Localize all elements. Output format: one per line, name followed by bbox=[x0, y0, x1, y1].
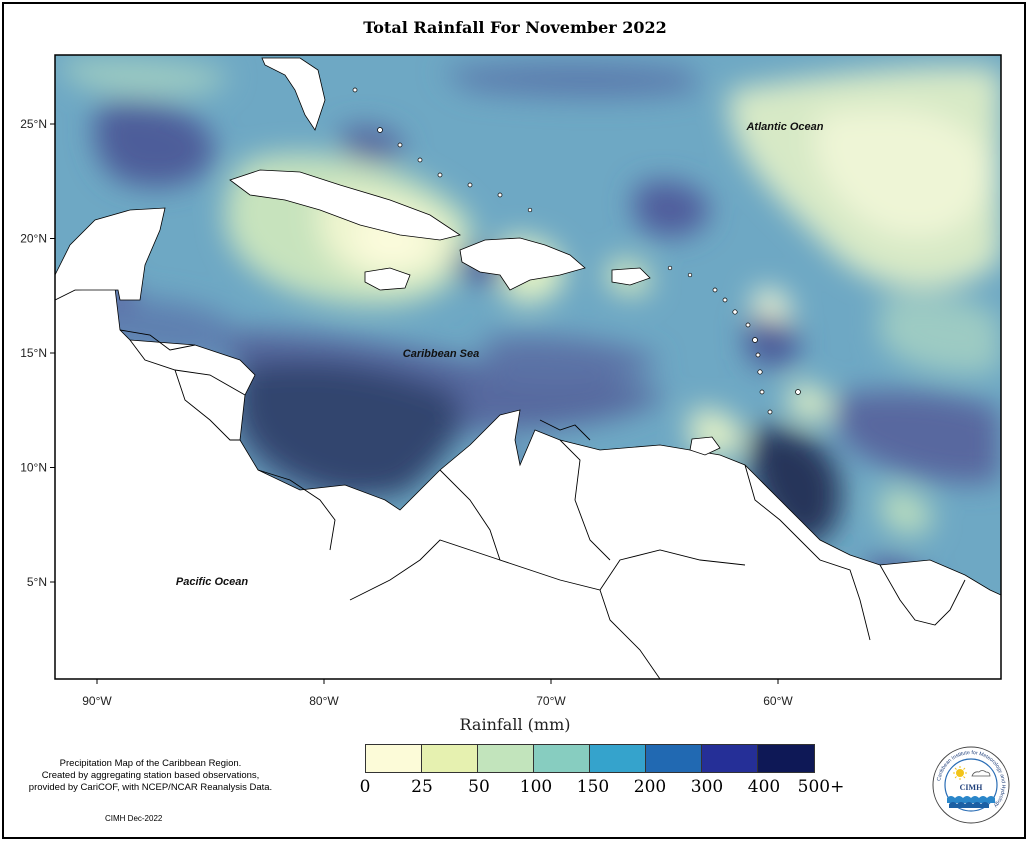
y-tick-label: 20°N bbox=[20, 232, 47, 246]
atlantic-ocean-label: Atlantic Ocean bbox=[745, 121, 823, 133]
legend-swatch bbox=[366, 745, 422, 772]
cimh-logo: Caribbean Institute for Meteorology and … bbox=[932, 746, 1010, 824]
legend-tick-label: 50 bbox=[468, 777, 490, 797]
legend-tick-label: 400 bbox=[747, 777, 781, 797]
y-tick-label: 5°N bbox=[27, 575, 47, 589]
legend-tick-label: 0 bbox=[359, 777, 371, 797]
x-axis: 90°W 80°W 70°W 60°W bbox=[82, 679, 793, 708]
map-border bbox=[54, 54, 1002, 680]
legend-swatch bbox=[758, 745, 814, 772]
legend-swatch bbox=[590, 745, 646, 772]
caribbean-sea-label: Caribbean Sea bbox=[403, 348, 479, 360]
legend-tick-label: 300 bbox=[690, 777, 724, 797]
credit-text: CIMH Dec-2022 bbox=[105, 814, 163, 823]
map-notes: Precipitation Map of the Caribbean Regio… bbox=[8, 758, 293, 794]
legend-swatch bbox=[646, 745, 702, 772]
legend-tick-label: 200 bbox=[633, 777, 667, 797]
notes-line-1: Precipitation Map of the Caribbean Regio… bbox=[59, 758, 242, 769]
legend-tick-label: 25 bbox=[411, 777, 433, 797]
y-tick-label: 10°N bbox=[20, 461, 47, 475]
legend-swatch bbox=[702, 745, 758, 772]
waves-icon bbox=[947, 796, 995, 808]
legend-swatch bbox=[422, 745, 478, 772]
legend-tick-label: 100 bbox=[519, 777, 553, 797]
sun-icon bbox=[953, 766, 967, 780]
legend-swatch bbox=[534, 745, 590, 772]
pacific-ocean-label: Pacific Ocean bbox=[176, 576, 248, 588]
y-tick-label: 15°N bbox=[20, 346, 47, 360]
map-title: Total Rainfall For November 2022 bbox=[363, 18, 667, 37]
x-tick-label: 90°W bbox=[82, 694, 112, 708]
notes-line-2: Created by aggregating station based obs… bbox=[41, 770, 260, 781]
legend-colorbar bbox=[365, 744, 815, 773]
legend-tick-label: 500+ bbox=[797, 777, 845, 797]
legend-tick-label: 150 bbox=[576, 777, 610, 797]
legend-swatch bbox=[478, 745, 534, 772]
legend-title: Rainfall (mm) bbox=[459, 715, 571, 734]
x-tick-label: 80°W bbox=[309, 694, 339, 708]
cloud-icon bbox=[971, 770, 991, 777]
y-axis: 25°N 20°N 15°N 10°N 5°N bbox=[20, 117, 55, 589]
x-tick-label: 60°W bbox=[763, 694, 793, 708]
country-borders bbox=[119, 329, 966, 680]
x-tick-label: 70°W bbox=[536, 694, 566, 708]
land-masses bbox=[54, 57, 1002, 680]
legend-tick-labels: 0 25 50 100 150 200 300 400 500+ bbox=[340, 777, 880, 801]
y-tick-label: 25°N bbox=[20, 117, 47, 131]
island-chain bbox=[352, 87, 801, 415]
notes-line-3: provided by CariCOF, with NCEP/NCAR Rean… bbox=[28, 782, 273, 793]
logo-abbr: CIMH bbox=[960, 783, 983, 792]
